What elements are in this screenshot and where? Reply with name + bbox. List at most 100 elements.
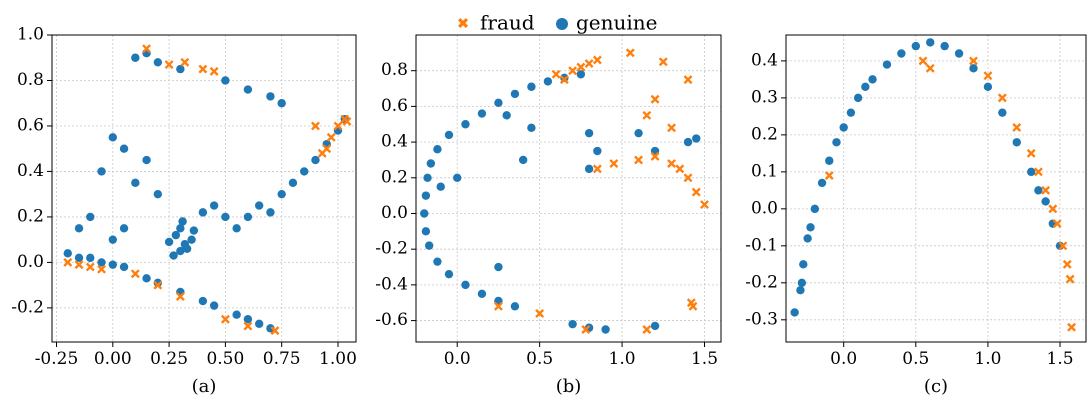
panel-a-point-genuine (108, 260, 118, 269)
panel-c-point-genuine (817, 178, 827, 188)
panel-b-point-fraud (642, 325, 652, 334)
panel-a-point-genuine (209, 301, 219, 310)
panel-c-point-genuine (1034, 186, 1043, 195)
panel-a-point-genuine (288, 178, 298, 188)
panel-c-point-genuine (911, 41, 921, 51)
panel-a-y-tick-label: 0.0 (17, 252, 44, 272)
panel-b-point-fraud (688, 301, 698, 311)
panel-a-point-genuine (131, 53, 140, 62)
panel-c-x-tick-label: 1.5 (1047, 349, 1074, 369)
panel-b-point-genuine (601, 325, 610, 334)
legend-genuine-marker (556, 18, 568, 30)
panel-b-point-fraud (683, 75, 693, 85)
panel-a-y-tick-label: 1.0 (17, 25, 44, 45)
panel-b-point-fraud (609, 159, 619, 168)
panel-a: -0.25 0.00 0.25 0.50 0.75 1.00 -0.2 0.0 0.2 0.4 0.… (11, 25, 357, 398)
panel-a-point-genuine (153, 58, 163, 67)
panel-b-point-genuine (433, 145, 442, 154)
panel-a-point-fraud (164, 60, 174, 70)
panel-b-point-fraud (667, 159, 676, 168)
panel-b-point-fraud (584, 59, 594, 69)
panel-b-point-genuine (568, 319, 577, 329)
panel-c-y-tick-label: 0.1 (751, 161, 778, 181)
panel-b-y-tick-label: 0.0 (381, 203, 408, 223)
panel-c-point-fraud (1065, 274, 1075, 284)
panel-a-point-genuine (221, 212, 230, 222)
panel-c-point-genuine (940, 41, 949, 51)
panel-c-point-fraud (1041, 185, 1051, 195)
panel-a-point-genuine (97, 167, 106, 176)
panel-a-point-genuine (119, 262, 129, 272)
panel-b-x-tick-label: 0.0 (444, 349, 471, 369)
panel-c-x-tick-label: 0.0 (830, 349, 857, 369)
panel-a-point-genuine (198, 208, 208, 217)
panel-b-point-fraud (650, 94, 660, 104)
panel-a-point-genuine (266, 92, 275, 101)
panel-c-point-genuine (1026, 167, 1036, 177)
panel-c-point-genuine (846, 108, 856, 117)
panel-a-point-genuine (108, 133, 118, 142)
panel-c-y-tick-label: -0.3 (745, 309, 778, 329)
panel-b-point-genuine (477, 109, 487, 118)
panel-b-point-genuine (502, 111, 511, 120)
panel-a-point-genuine (243, 212, 253, 222)
panel-b-y-tick-label: -0.6 (375, 310, 408, 330)
panel-b-y-tick-label: 0.2 (381, 167, 408, 187)
panel-c-point-fraud (1012, 123, 1022, 132)
legend-genuine-label: genuine (576, 11, 658, 35)
panel-b-point-fraud (592, 55, 602, 65)
panel-a-point-genuine (254, 319, 264, 329)
panel-b-point-fraud (551, 69, 561, 79)
panel-a-point-genuine (189, 226, 199, 235)
panel-c-point-genuine (1041, 197, 1050, 206)
panel-c-point-genuine (832, 138, 841, 147)
panel-b-point-genuine (634, 128, 643, 138)
panel-c-y-tick-label: 0.0 (751, 198, 778, 218)
panel-a-point-genuine (86, 253, 95, 263)
panel-a-point-genuine (153, 278, 163, 288)
panel-a-point-genuine (266, 324, 275, 333)
panel-b-axes-frame (415, 34, 722, 343)
panel-c-point-genuine (1012, 138, 1021, 147)
panel-a-x-tick-label: 0.00 (94, 349, 132, 369)
panel-a-point-genuine (176, 224, 185, 233)
panel-c-point-fraud (1052, 219, 1062, 229)
panel-c-point-fraud (969, 56, 978, 66)
panel-a-point-fraud (175, 292, 185, 301)
panel-a-point-genuine (153, 189, 163, 199)
panel-b-x-tick-label: 1.5 (691, 349, 718, 369)
panel-c: 0.0 0.5 1.0 1.5 -0.3 -0.2 -0.1 0.0 0.1 0.2 0.3 0.4 (… (745, 34, 1087, 397)
panel-a-point-genuine (169, 251, 178, 260)
panel-a-x-tick-label: 1.00 (319, 349, 357, 369)
panel-b-point-genuine (453, 173, 462, 182)
panel-a-point-genuine (300, 167, 309, 176)
panel-a-point-genuine (232, 310, 241, 319)
panel-a-y-tick-label: -0.2 (11, 297, 44, 317)
panel-b-x-tick-label: 0.5 (526, 349, 553, 369)
panel-b-point-genuine (518, 155, 528, 165)
panel-a-point-genuine (266, 208, 275, 217)
panel-c-point-genuine (861, 82, 870, 91)
panel-a-point-genuine (277, 99, 286, 108)
panel-a-point-fraud (97, 264, 106, 274)
panel-a-x-tick-label: 0.25 (150, 349, 188, 369)
panel-c-axes-frame (785, 34, 1087, 343)
panel-c-caption: (c) (924, 376, 948, 397)
panel-b-point-genuine (494, 262, 503, 272)
panel-c-point-genuine (803, 234, 812, 243)
panel-c-x-tick-label: 0.5 (902, 349, 929, 369)
panel-c-point-fraud (1048, 204, 1058, 214)
panel-a-point-fraud (333, 121, 343, 131)
panel-c-point-genuine (897, 49, 906, 58)
panel-a-x-tick-label: 0.50 (206, 349, 244, 369)
panel-b-x-tick-label: 1.0 (609, 349, 636, 369)
panel-c-point-genuine (796, 286, 805, 295)
panel-b-point-genuine (477, 289, 487, 299)
panel-c-point-genuine (797, 278, 807, 288)
panel-c-point-genuine (926, 38, 935, 47)
panel-a-point-genuine (97, 258, 106, 267)
panel-b-point-genuine (420, 209, 429, 218)
panel-b-point-genuine (650, 321, 660, 331)
panel-b-point-fraud (568, 66, 578, 76)
panel-a-point-fraud (317, 148, 327, 158)
